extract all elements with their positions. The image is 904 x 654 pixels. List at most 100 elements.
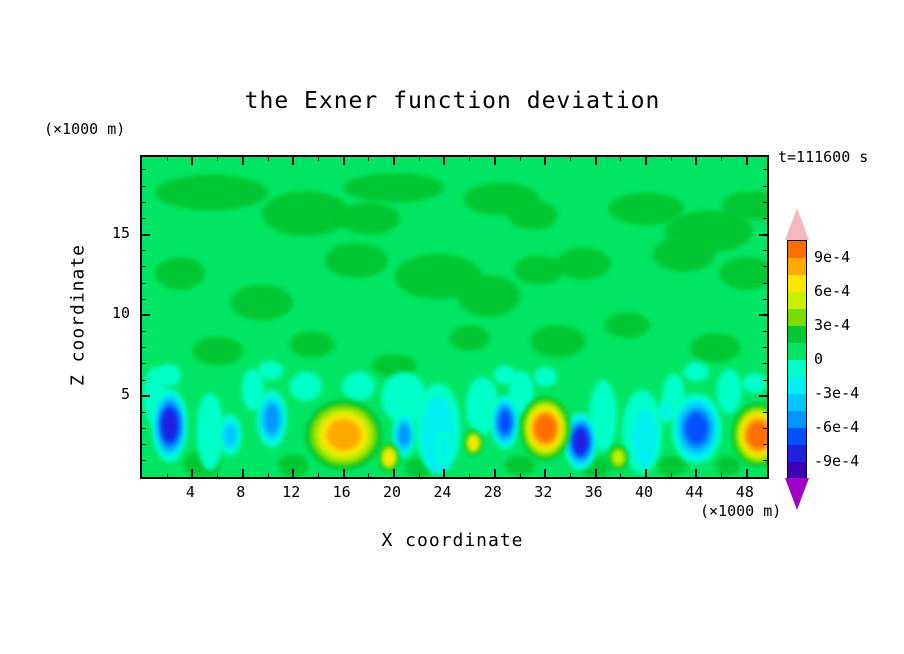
tick-mark: [745, 469, 748, 477]
plot-frame: [140, 155, 769, 479]
tick-mark: [142, 282, 146, 284]
tick-mark: [645, 157, 648, 165]
tick-mark: [469, 157, 471, 161]
tick-mark: [594, 469, 597, 477]
x-tick-label: 48: [735, 483, 754, 501]
tick-mark: [695, 469, 698, 477]
x-axis-unit: (×1000 m): [700, 502, 782, 520]
colorbar-cells: [787, 240, 807, 480]
tick-mark: [142, 347, 146, 349]
time-label: t=111600 s: [778, 148, 869, 166]
tick-mark: [544, 469, 547, 477]
x-tick-label: 20: [382, 483, 402, 501]
tick-mark: [569, 157, 571, 161]
colorbar-over-arrow: [785, 208, 809, 240]
x-axis-title: X coordinate: [381, 530, 524, 551]
tick-mark: [368, 473, 370, 477]
tick-mark: [166, 473, 168, 477]
tick-mark: [142, 201, 146, 203]
tick-mark: [763, 266, 767, 268]
tick-mark: [519, 473, 521, 477]
colorbar-cell: [788, 309, 806, 326]
tick-mark: [418, 157, 420, 161]
contour-field: [142, 157, 767, 477]
tick-mark: [142, 314, 150, 317]
tick-mark: [241, 157, 244, 165]
tick-mark: [763, 169, 767, 171]
tick-mark: [763, 282, 767, 284]
tick-mark: [763, 185, 767, 187]
x-tick-label: 24: [433, 483, 452, 501]
x-tick-label: 44: [685, 483, 704, 501]
colorbar-cell: [788, 241, 806, 258]
tick-mark: [519, 157, 521, 161]
colorbar-cell: [788, 292, 806, 309]
colorbar-cell: [788, 326, 806, 343]
tick-mark: [342, 157, 345, 165]
y-axis-unit: (×1000 m): [44, 120, 126, 138]
tick-mark: [763, 331, 767, 333]
colorbar-cell: [788, 343, 806, 360]
x-tick-label: 40: [635, 483, 654, 501]
tick-mark: [142, 444, 146, 446]
tick-mark: [763, 428, 767, 429]
tick-mark: [443, 157, 446, 165]
tick-mark: [620, 157, 622, 161]
tick-mark: [217, 157, 219, 161]
tick-mark: [763, 250, 767, 252]
y-tick-label: 5: [120, 385, 130, 404]
tick-mark: [166, 157, 168, 161]
chart-title: the Exner function deviation: [244, 88, 661, 114]
tick-mark: [763, 444, 767, 446]
tick-mark: [142, 363, 146, 365]
tick-mark: [721, 157, 723, 161]
tick-mark: [292, 157, 295, 165]
tick-mark: [763, 217, 767, 219]
x-tick-label: 8: [236, 483, 246, 501]
tick-mark: [763, 201, 767, 203]
tick-mark: [645, 469, 648, 477]
tick-mark: [569, 473, 571, 477]
tick-mark: [241, 469, 244, 477]
y-axis-title: Z coordinate: [67, 243, 89, 387]
colorbar-label: -9e-4: [814, 452, 860, 470]
tick-mark: [191, 469, 194, 477]
tick-mark: [763, 379, 767, 381]
tick-mark: [191, 157, 194, 165]
tick-mark: [763, 298, 767, 300]
tick-mark: [142, 379, 146, 381]
tick-mark: [759, 233, 767, 236]
tick-mark: [142, 411, 146, 413]
tick-mark: [142, 428, 146, 429]
colorbar-cell: [788, 462, 806, 479]
x-tick-label: 32: [534, 483, 553, 501]
tick-mark: [493, 469, 496, 477]
colorbar-label: 3e-4: [814, 316, 851, 334]
colorbar-cell: [788, 445, 806, 462]
colorbar-label: 9e-4: [814, 248, 851, 266]
tick-mark: [745, 157, 748, 165]
tick-mark: [217, 473, 219, 477]
y-tick-label: 15: [111, 223, 130, 242]
colorbar-cell: [788, 377, 806, 394]
tick-mark: [393, 469, 396, 477]
tick-mark: [142, 233, 150, 236]
tick-mark: [759, 395, 767, 398]
tick-mark: [142, 169, 146, 171]
colorbar-label: 0: [814, 350, 824, 368]
tick-mark: [670, 473, 672, 477]
x-tick-label: 36: [584, 483, 603, 501]
tick-mark: [342, 469, 345, 477]
tick-mark: [620, 473, 622, 477]
tick-mark: [368, 157, 370, 161]
tick-mark: [142, 250, 146, 252]
colorbar-cell: [788, 411, 806, 428]
colorbar-label: 6e-4: [814, 282, 851, 300]
tick-mark: [443, 469, 446, 477]
tick-mark: [418, 473, 420, 477]
tick-mark: [142, 266, 146, 268]
tick-mark: [142, 395, 150, 398]
tick-mark: [594, 157, 597, 165]
tick-mark: [142, 460, 146, 462]
